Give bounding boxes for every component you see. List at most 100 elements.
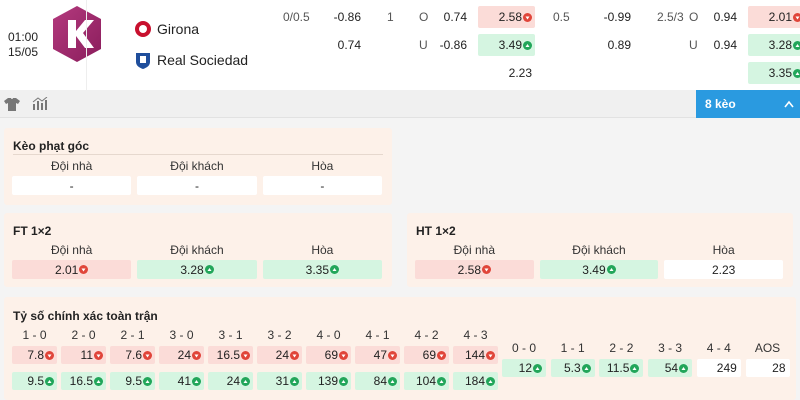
ou-cell[interactable]: 1 O 0.74 — [373, 6, 473, 28]
trend-icon — [143, 350, 152, 360]
odds-cell[interactable]: 16.5 — [208, 346, 253, 364]
odds-cell[interactable]: 24 — [257, 346, 302, 364]
odds-value: 2.01 — [768, 10, 792, 24]
trend-icon — [523, 12, 532, 22]
odds-cell[interactable]: 104 — [404, 372, 449, 390]
odds-value: 3.49 — [498, 38, 522, 52]
odds-cell[interactable]: 2.01 — [12, 260, 132, 279]
odds-value: 3.28 — [180, 262, 204, 277]
odds-cell[interactable]: 2.23 — [664, 260, 783, 279]
odds-cell[interactable]: 16.5 — [61, 372, 106, 390]
score-label: 4 - 0 — [316, 328, 341, 342]
odds-value: 24 — [275, 348, 289, 362]
odds-value: 24 — [226, 374, 240, 388]
trend-icon — [388, 350, 397, 360]
score-label: 3 - 1 — [218, 328, 243, 342]
handicap-cell[interactable]: 0.5 -0.99 — [540, 6, 639, 28]
odds-cell[interactable]: 139 — [306, 372, 351, 390]
trend-icon — [486, 350, 495, 360]
odds-cell[interactable]: 3.28 — [137, 260, 257, 279]
ou-cell[interactable]: U -0.86 — [373, 34, 473, 56]
trend-icon — [437, 350, 446, 360]
odds-value: 184 — [464, 374, 485, 388]
odds-cell[interactable]: - — [137, 176, 257, 195]
handicap-price: 0.74 — [337, 38, 361, 52]
away-team: Real Sociedad — [157, 52, 249, 68]
odds-value: 7.8 — [27, 348, 44, 362]
ou-cell[interactable]: U 0.94 — [643, 34, 743, 56]
odds-cell[interactable]: 31 — [257, 372, 302, 390]
odds-cell[interactable]: 69 — [404, 346, 449, 364]
odds-value: 16.5 — [69, 374, 93, 388]
odds-cell[interactable]: 11.5 — [599, 359, 644, 377]
column-header: Đội khách — [572, 243, 626, 257]
odds-cell[interactable]: 11 — [61, 346, 106, 364]
trend-icon — [45, 376, 54, 386]
odds-cell[interactable]: - — [262, 176, 382, 195]
ou-side: O — [419, 10, 429, 24]
trend-icon — [793, 68, 800, 78]
market-panel: FT 1×2 Đội nhà Đội khách Hòa 2.01 3.28 3.35 — [4, 213, 392, 287]
odds-cell[interactable]: 2.23 — [478, 62, 535, 84]
odds-cell[interactable]: 41 — [159, 372, 204, 390]
bets-button[interactable]: 8 kèo — [696, 90, 800, 118]
score-label: 3 - 3 — [658, 341, 683, 355]
handicap-cell[interactable]: 0/0.5 -0.86 — [270, 6, 369, 28]
odds-cell[interactable]: 24 — [208, 372, 253, 390]
odds-cell[interactable]: 84 — [355, 372, 400, 390]
odds-cell[interactable]: 2.58 — [415, 260, 534, 279]
odds-cell[interactable]: 54 — [648, 359, 693, 377]
odds-value: 3.49 — [582, 262, 606, 277]
match-row: 01:00 15/05 Girona Real Sociedad 0/0.5 -0… — [0, 0, 800, 90]
odds-cell[interactable]: 2.01 — [748, 6, 800, 28]
handicap-cell[interactable]: 0.89 — [540, 34, 639, 56]
ou-cell[interactable]: 2.5/3 O 0.94 — [643, 6, 743, 28]
odds-cell[interactable]: 2.58 — [478, 6, 535, 28]
handicap-line: 0.5 — [553, 10, 570, 24]
odds-cell[interactable]: 3.35 — [262, 260, 382, 279]
odds-value: - — [194, 178, 199, 193]
odds-cell[interactable]: 7.6 — [110, 346, 155, 364]
odds-cell[interactable]: 144 — [453, 346, 498, 364]
odds-value: 11.5 — [606, 361, 630, 375]
odds-value: 16.5 — [216, 348, 240, 362]
time: 01:00 — [8, 30, 39, 44]
odds-cell[interactable]: 28 — [745, 359, 790, 377]
odds-value: 47 — [373, 348, 387, 362]
odds-cell[interactable]: 47 — [355, 346, 400, 364]
odds-cell[interactable]: 7.8 — [12, 346, 57, 364]
stats-icon[interactable] — [32, 97, 50, 111]
odds-value: 2.01 — [54, 262, 79, 277]
odds-value: 28 — [772, 361, 786, 375]
score-label: 0 - 0 — [511, 341, 536, 355]
odds-cell[interactable]: 3.28 — [748, 34, 800, 56]
odds-cell[interactable]: 9.5 — [110, 372, 155, 390]
odds-cell[interactable]: 5.3 — [550, 359, 595, 377]
odds-cell[interactable]: 3.35 — [748, 62, 800, 84]
kickoff: 01:00 15/05 — [8, 30, 38, 60]
score-label: 4 - 1 — [365, 328, 390, 342]
score-label: 3 - 0 — [169, 328, 194, 342]
away-crest — [136, 53, 150, 69]
odds-cell[interactable]: 12 — [502, 359, 546, 377]
odds-cell[interactable]: 249 — [696, 359, 741, 377]
odds-value: 2.58 — [498, 10, 522, 24]
odds-cell[interactable]: - — [12, 176, 132, 195]
trend-icon — [241, 376, 250, 386]
handicap-cell[interactable]: 0.74 — [270, 34, 369, 56]
trend-icon — [339, 376, 348, 386]
odds-cell[interactable]: 3.49 — [539, 260, 659, 279]
trend-icon — [330, 265, 339, 274]
ou-side: U — [419, 38, 428, 52]
trend-icon — [290, 376, 299, 386]
shirt-icon[interactable] — [4, 97, 20, 111]
odds-cell[interactable]: 9.5 — [12, 372, 57, 390]
score-label: 4 - 4 — [706, 341, 731, 355]
odds-cell[interactable]: 184 — [453, 372, 498, 390]
odds-cell[interactable]: 24 — [159, 346, 204, 364]
odds-cell[interactable]: 69 — [306, 346, 351, 364]
odds-value: 3.35 — [305, 262, 329, 277]
odds-value: 69 — [324, 348, 338, 362]
divider — [13, 154, 383, 155]
odds-cell[interactable]: 3.49 — [478, 34, 535, 56]
